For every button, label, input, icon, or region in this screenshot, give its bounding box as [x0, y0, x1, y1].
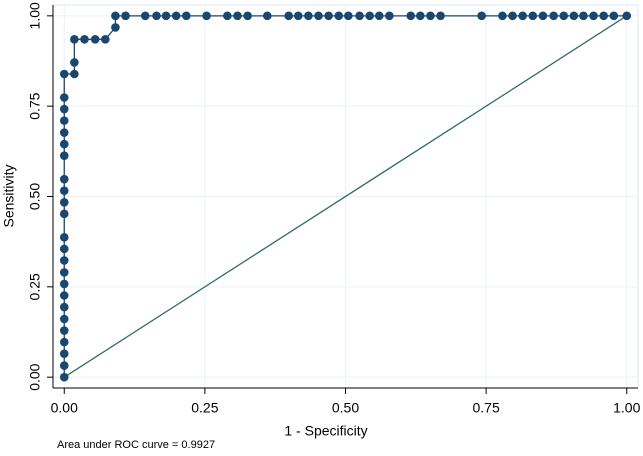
marker: [59, 302, 69, 312]
marker: [374, 11, 384, 21]
marker: [385, 11, 394, 21]
marker: [406, 11, 416, 21]
marker: [59, 104, 69, 114]
marker: [59, 349, 69, 358]
marker: [233, 11, 242, 21]
marker: [477, 11, 486, 21]
x-tick-label: 0.25: [191, 400, 218, 416]
marker: [59, 151, 69, 160]
marker: [59, 128, 69, 137]
marker: [111, 11, 120, 21]
marker: [284, 11, 293, 21]
marker: [59, 186, 69, 196]
marker: [70, 58, 79, 67]
marker: [70, 69, 79, 79]
marker: [528, 11, 538, 21]
marker: [549, 11, 558, 21]
marker: [538, 11, 548, 21]
marker: [569, 11, 579, 21]
marker: [304, 11, 313, 21]
marker: [355, 11, 364, 21]
marker: [59, 116, 69, 125]
marker: [59, 69, 69, 79]
marker: [59, 139, 69, 149]
marker: [416, 11, 425, 21]
x-tick-label: 1.00: [613, 400, 640, 416]
marker: [426, 11, 435, 21]
marker: [171, 11, 181, 21]
marker: [161, 11, 171, 21]
x-tick-label: 0.50: [332, 400, 359, 416]
marker: [70, 35, 79, 44]
marker: [223, 11, 232, 21]
x-tick-label: 0.75: [473, 400, 500, 416]
marker: [365, 11, 374, 21]
marker: [59, 326, 69, 335]
marker: [243, 11, 252, 21]
y-tick-label: 0.25: [27, 273, 43, 300]
marker: [59, 337, 69, 347]
marker: [59, 197, 69, 207]
y-tick-label: 0.50: [27, 183, 43, 210]
x-axis-title: 1 - Specificity: [284, 423, 367, 439]
marker: [508, 11, 517, 21]
marker: [101, 35, 110, 44]
marker: [59, 244, 69, 254]
marker: [314, 11, 323, 21]
marker: [140, 11, 150, 21]
marker: [59, 174, 69, 184]
marker: [263, 11, 272, 21]
marker: [59, 291, 69, 300]
marker: [152, 11, 161, 21]
marker: [59, 233, 69, 242]
marker: [59, 279, 69, 289]
y-axis-title: Sensitivity: [1, 164, 17, 227]
marker: [498, 11, 507, 21]
marker: [59, 372, 69, 382]
marker: [334, 11, 344, 21]
marker: [202, 11, 211, 21]
marker: [599, 11, 608, 21]
marker: [121, 11, 130, 21]
y-tick-label: 1.00: [27, 2, 43, 29]
marker: [589, 11, 598, 21]
marker: [518, 11, 527, 21]
marker: [59, 209, 69, 219]
marker: [59, 361, 69, 370]
marker: [182, 11, 191, 21]
marker: [111, 23, 120, 32]
marker: [324, 11, 333, 21]
series-line: [63, 15, 628, 378]
marker: [59, 314, 69, 324]
marker: [80, 35, 89, 44]
y-tick-label: 0.00: [27, 363, 43, 390]
marker: [90, 35, 100, 44]
marker: [609, 11, 619, 21]
marker: [622, 11, 632, 21]
marker: [436, 11, 445, 21]
note: Area under ROC curve = 0.9927: [57, 439, 215, 451]
x-tick-label: 0.00: [51, 400, 78, 416]
marker: [344, 11, 353, 21]
marker: [579, 11, 588, 21]
marker: [59, 268, 69, 277]
y-tick-label: 0.75: [27, 92, 43, 119]
marker: [59, 256, 69, 265]
marker: [293, 11, 303, 21]
marker: [559, 11, 569, 21]
marker: [59, 93, 69, 102]
